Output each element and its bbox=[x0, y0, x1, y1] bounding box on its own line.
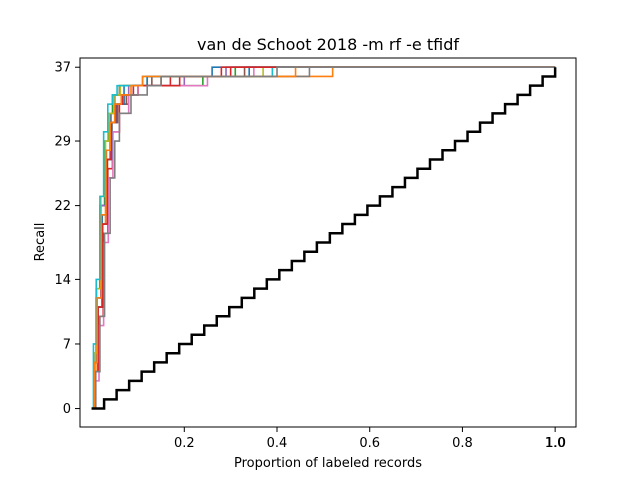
recall-curve-4 bbox=[91, 66, 556, 410]
recall-curve-14 bbox=[91, 66, 556, 410]
x-tick-label: 1.0 bbox=[545, 436, 566, 451]
y-tick-label: 7 bbox=[63, 337, 71, 352]
y-tick-label: 22 bbox=[54, 199, 71, 214]
plot-frame bbox=[79, 57, 577, 428]
y-tick-label: 0 bbox=[63, 402, 71, 417]
y-tick-label: 29 bbox=[54, 135, 71, 150]
x-axis-label: Proportion of labeled records bbox=[234, 456, 422, 471]
x-tick-label: 0.2 bbox=[174, 436, 195, 451]
recall-curve-12 bbox=[91, 66, 556, 410]
recall-curve-11 bbox=[91, 66, 556, 410]
recall-curve-8 bbox=[91, 66, 556, 410]
recall-curve-1 bbox=[91, 66, 556, 410]
x-tick-label-overlap: 1.0 bbox=[545, 436, 566, 451]
y-tick-label: 37 bbox=[54, 61, 71, 76]
recall-curve-13 bbox=[91, 66, 556, 410]
recall-curve-10 bbox=[91, 66, 556, 410]
y-axis-label: Recall bbox=[33, 223, 48, 262]
recall-curve-3 bbox=[91, 66, 556, 410]
recall-curve-9 bbox=[91, 66, 556, 410]
random-baseline-line bbox=[91, 67, 557, 410]
y-axis-ticks: 0 7 14 22 29 37 bbox=[54, 61, 80, 417]
plot-area bbox=[91, 66, 557, 410]
x-tick-label: 0.4 bbox=[267, 436, 288, 451]
recall-curve-5 bbox=[91, 66, 556, 410]
x-tick-label: 0.8 bbox=[452, 436, 473, 451]
recall-curve-2 bbox=[91, 66, 556, 410]
chart-title: van de Schoot 2018 -m rf -e tfidf bbox=[197, 35, 459, 54]
x-tick-label: 0.6 bbox=[359, 436, 380, 451]
x-axis-ticks: 0.2 0.4 0.6 0.8 1.01.0 bbox=[174, 427, 566, 451]
recall-curve-6 bbox=[91, 66, 556, 410]
recall-curve-7 bbox=[91, 66, 556, 410]
y-tick-label: 14 bbox=[54, 273, 71, 288]
